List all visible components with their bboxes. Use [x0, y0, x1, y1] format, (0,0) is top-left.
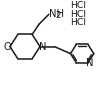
Text: HCl: HCl [70, 18, 86, 27]
Text: HCl: HCl [70, 1, 86, 10]
Text: 2: 2 [56, 11, 61, 20]
Text: HCl: HCl [70, 10, 86, 19]
Text: N: N [86, 58, 94, 68]
Text: O: O [3, 42, 11, 52]
Text: NH: NH [49, 9, 64, 19]
Text: N: N [39, 42, 47, 52]
